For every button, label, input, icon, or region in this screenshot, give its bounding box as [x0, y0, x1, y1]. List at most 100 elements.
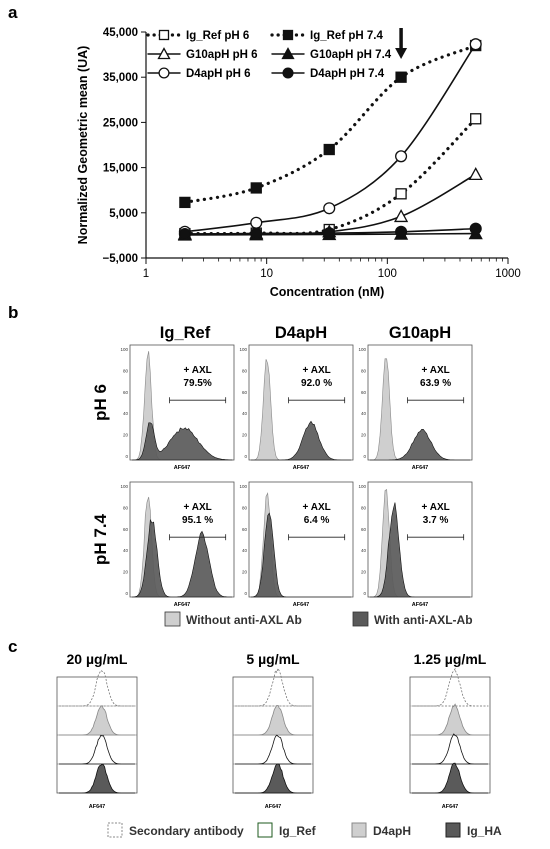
- gate-label: + AXL: [302, 365, 330, 376]
- y-tick-label: 0: [363, 591, 366, 596]
- y-tick-label: 100: [120, 484, 128, 489]
- data-point: [393, 209, 409, 223]
- legend-swatch: [445, 822, 461, 838]
- y-tick-label: −5,000: [103, 253, 139, 265]
- y-tick-label: 100: [358, 484, 366, 489]
- y-tick-label: 0: [363, 454, 366, 459]
- histogram-with-ab: [251, 420, 351, 461]
- gate-percent: 95.1 %: [182, 515, 213, 526]
- y-tick-label: 0: [244, 591, 247, 596]
- legend-swatch: [164, 611, 181, 627]
- column-header: G10apH: [389, 324, 451, 342]
- panel-label-c: c: [8, 637, 17, 656]
- legend-label: Ig_Ref: [279, 824, 317, 838]
- gate-label: + AXL: [302, 502, 330, 513]
- legend-entry: With anti-AXL-Ab: [352, 611, 473, 627]
- x-tick-label: 1: [143, 268, 149, 280]
- data-point: [468, 167, 483, 181]
- y-tick-label: 15,000: [103, 163, 138, 175]
- x-tick-label: 100: [378, 268, 397, 280]
- column-header: 5 µg/mL: [246, 651, 300, 667]
- data-point: [470, 113, 482, 125]
- data-point: [250, 216, 263, 229]
- row-header: pH 7.4: [91, 513, 110, 565]
- legend-label: D4apH pH 6: [186, 68, 251, 80]
- legend-label: Ig_Ref pH 7.4: [310, 30, 383, 42]
- y-tick-label: 80: [361, 505, 367, 510]
- y-tick-label: 100: [358, 347, 366, 352]
- x-axis-label: AF647: [293, 602, 310, 608]
- legend-swatch: [352, 611, 369, 627]
- histogram-cell: 100 80 60 40 20 0 + AXL 79.5% AF647: [120, 344, 235, 471]
- legend-entry: Ig_HA: [445, 822, 502, 838]
- histogram-ig-ref: [412, 733, 488, 765]
- histogram-cell: 100 80 60 40 20 0 + AXL 92.0 % AF647: [239, 344, 354, 471]
- legend-label: Secondary antibody: [129, 824, 244, 838]
- histogram-cell: 100 80 60 40 20 0 + AXL 63.9 % AF647: [358, 344, 473, 471]
- histogram-d4aph: [235, 705, 311, 736]
- y-tick-label: 20: [242, 433, 248, 438]
- histogram-with-ab: [131, 422, 233, 461]
- y-tick-label: 60: [123, 390, 129, 395]
- series-line: [183, 117, 478, 236]
- series-d4aph-ph-6: [178, 38, 482, 238]
- y-tick-label: 80: [361, 368, 367, 373]
- x-axis-label: AF647: [265, 804, 282, 810]
- x-axis-label: AF647: [89, 804, 106, 810]
- gate-percent: 79.5%: [183, 378, 211, 389]
- histogram-secondary-ab: [412, 667, 488, 707]
- legend-entry: Secondary antibody: [107, 822, 244, 838]
- column-header: 20 µg/mL: [67, 651, 128, 667]
- legend-label: Ig_HA: [467, 824, 502, 838]
- y-tick-label: 45,000: [103, 27, 138, 39]
- x-axis-label: AF647: [412, 602, 429, 608]
- legend-entry: Ig_Ref pH 6: [146, 29, 249, 42]
- histogram-with-ab: [370, 502, 470, 598]
- histogram-with-ab: [131, 519, 232, 598]
- data-point: [395, 188, 407, 200]
- histogram-d4aph: [412, 703, 488, 736]
- y-tick-label: 5,000: [109, 208, 138, 220]
- legend-entry: G10apH pH 7.4: [271, 47, 392, 61]
- y-tick-label: 0: [125, 454, 128, 459]
- histogram-cell: 100 80 60 40 20 0 + AXL 95.1 % AF647: [120, 481, 235, 608]
- overlay-cell: AF647: [409, 667, 491, 810]
- legend-label: Without anti-AXL Ab: [186, 613, 302, 627]
- legend-entry: Without anti-AXL Ab: [164, 611, 302, 627]
- y-tick-label: 80: [123, 368, 129, 373]
- histogram-ig-ha: [235, 763, 311, 794]
- overlay-cell: AF647: [232, 667, 314, 810]
- y-tick-label: 80: [123, 505, 129, 510]
- y-tick-label: 20: [242, 570, 248, 575]
- legend-entry: Ig_Ref: [257, 822, 317, 838]
- histogram-secondary-ab: [59, 669, 135, 707]
- y-tick-label: 100: [239, 347, 247, 352]
- x-axis-label: AF647: [174, 465, 191, 471]
- y-tick-label: 60: [361, 527, 367, 532]
- data-point: [178, 227, 191, 241]
- panel-label-a: a: [8, 3, 18, 22]
- series-ig-ref-ph-7-4: [179, 39, 482, 209]
- gate-label: + AXL: [421, 365, 449, 376]
- legend-entry: Ig_Ref pH 7.4: [270, 29, 383, 42]
- y-tick-label: 60: [242, 390, 248, 395]
- column-header: D4apH: [275, 324, 327, 342]
- y-tick-label: 0: [125, 591, 128, 596]
- y-tick-label: 60: [242, 527, 248, 532]
- legend-label: D4apH pH 7.4: [310, 68, 385, 80]
- histogram-ig-ref: [235, 734, 311, 765]
- y-tick-label: 40: [123, 548, 129, 553]
- row-header: pH 6: [91, 384, 110, 421]
- legend-swatch: [351, 822, 367, 838]
- gate-label: + AXL: [421, 502, 449, 513]
- legend-label: Ig_Ref pH 6: [186, 30, 249, 42]
- data-point: [250, 182, 262, 194]
- data-point: [395, 150, 408, 163]
- legend-label: D4apH: [373, 824, 411, 838]
- y-tick-label: 40: [123, 411, 129, 416]
- histogram-ig-ref: [59, 734, 135, 765]
- histogram-cell: 100 80 60 40 20 0 + AXL 3.7 % AF647: [358, 481, 473, 608]
- y-tick-label: 20: [361, 570, 367, 575]
- y-tick-label: 100: [120, 347, 128, 352]
